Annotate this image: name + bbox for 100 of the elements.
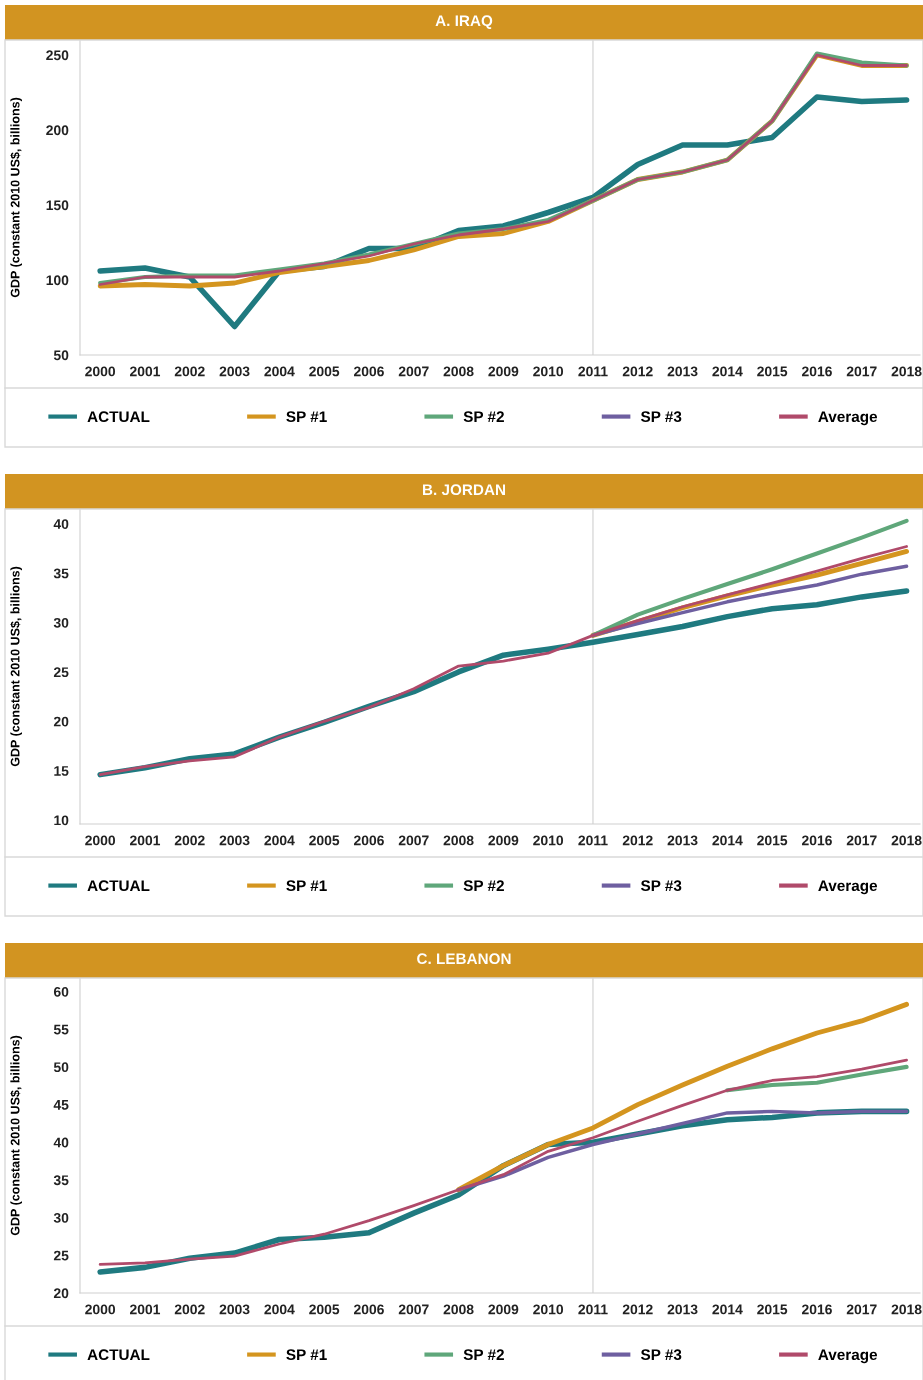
y-tick-label: 30 (53, 617, 69, 628)
x-tick-label: 2002 (174, 835, 205, 846)
legend-label: ACTUAL (87, 880, 150, 892)
x-tick-label: 2005 (309, 1304, 340, 1315)
line-series (456, 1001, 909, 1193)
x-tick-label: 2007 (398, 1304, 429, 1315)
line-series (98, 545, 908, 777)
legend-label: Average (818, 880, 878, 895)
x-tick-label: 2013 (667, 835, 698, 846)
y-tick-label: 25 (53, 1250, 69, 1261)
legend-label: Average (818, 1349, 878, 1364)
x-tick-label: 2001 (129, 366, 161, 377)
x-tick-label: 2006 (353, 366, 384, 377)
y-tick-label: 200 (46, 125, 69, 136)
y-tick-label: 60 (53, 986, 69, 997)
y-tick-label: 40 (53, 519, 69, 529)
legend-label: SP #3 (640, 1349, 682, 1361)
x-tick-label: 2000 (85, 366, 116, 377)
legend-label: SP #2 (463, 880, 504, 892)
y-axis-title: GDP (constant 2010 US$, billions) (10, 1035, 22, 1236)
x-tick-label: 2004 (264, 835, 295, 846)
x-tick-label: 2009 (488, 835, 519, 846)
x-tick-label: 2006 (353, 835, 384, 846)
y-tick-label: 100 (46, 275, 69, 286)
y-axis-title: GDP (constant 2010 US$, billions) (10, 97, 22, 298)
x-tick-label: 2011 (578, 1304, 608, 1315)
x-tick-label: 2003 (219, 366, 250, 377)
y-tick-label: 15 (54, 766, 69, 776)
y-tick-label: 35 (53, 568, 69, 579)
x-tick-label: 2001 (129, 835, 161, 846)
legend-label: SP #2 (463, 411, 504, 423)
y-tick-label: 50 (53, 1062, 69, 1073)
y-tick-label: 45 (53, 1100, 69, 1110)
x-tick-label: 2015 (757, 1304, 788, 1315)
x-tick-label: 2017 (846, 366, 877, 377)
y-axis-title: GDP (constant 2010 US$, billions) (10, 566, 22, 767)
x-tick-label: 2001 (129, 1304, 161, 1315)
y-tick-label: 40 (53, 1137, 69, 1148)
x-tick-label: 2012 (622, 1304, 653, 1315)
x-tick-label: 2010 (533, 366, 564, 377)
line-series (591, 564, 909, 638)
chart-title: C. LEBANON (417, 953, 511, 965)
x-tick-label: 2006 (353, 1304, 384, 1315)
chart-title: A. IRAQ (435, 15, 493, 29)
x-tick-label: 2009 (488, 366, 519, 377)
x-tick-label: 2015 (757, 835, 788, 846)
x-tick-label: 2005 (309, 835, 340, 846)
legend-label: SP #1 (286, 411, 327, 423)
y-tick-label: 20 (53, 716, 69, 727)
x-tick-label: 2011 (578, 366, 608, 377)
legend-label: SP #3 (640, 411, 682, 423)
x-tick-label: 2005 (309, 366, 340, 377)
x-tick-label: 2017 (846, 835, 877, 846)
y-tick-label: 250 (46, 50, 69, 61)
x-tick-label: 2009 (488, 1304, 519, 1315)
x-tick-label: 2004 (264, 1304, 295, 1315)
x-tick-label: 2000 (85, 835, 116, 846)
x-tick-label: 2010 (533, 1304, 564, 1315)
x-tick-label: 2000 (85, 1304, 116, 1315)
x-tick-label: 2007 (398, 366, 429, 377)
x-tick-label: 2016 (801, 835, 832, 846)
x-tick-label: 2007 (398, 835, 429, 846)
chart-title: B. JORDAN (423, 484, 505, 496)
legend-label: SP #1 (286, 1349, 327, 1361)
x-tick-label: 2018 (891, 1304, 922, 1315)
x-tick-label: 2015 (757, 366, 788, 377)
x-tick-label: 2008 (443, 835, 474, 846)
line-series (725, 1064, 909, 1093)
legend-label: ACTUAL (87, 1349, 150, 1361)
x-tick-label: 2014 (712, 366, 743, 377)
y-tick-label: 150 (46, 200, 69, 211)
x-tick-label: 2008 (443, 366, 474, 377)
legend-label: SP #3 (640, 880, 682, 892)
x-tick-label: 2017 (846, 1304, 877, 1315)
x-tick-label: 2018 (891, 366, 922, 377)
y-tick-label: 35 (53, 1175, 69, 1186)
x-tick-label: 2016 (801, 1304, 832, 1315)
x-tick-label: 2010 (533, 835, 564, 846)
x-tick-label: 2002 (174, 366, 205, 377)
legend-label: SP #2 (463, 1349, 504, 1361)
x-tick-label: 2003 (219, 1304, 250, 1315)
x-tick-label: 2016 (801, 366, 832, 377)
x-tick-label: 2018 (891, 835, 922, 846)
legend-label: Average (818, 411, 878, 426)
legend-label: SP #1 (286, 880, 327, 892)
x-tick-label: 2011 (578, 835, 608, 846)
x-tick-label: 2004 (264, 366, 295, 377)
legend-label: ACTUAL (87, 411, 150, 423)
line-series (456, 1109, 909, 1192)
y-tick-label: 25 (53, 667, 69, 678)
x-tick-label: 2014 (712, 1304, 743, 1315)
y-tick-label: 50 (53, 350, 69, 361)
y-tick-label: 20 (53, 1288, 69, 1299)
x-tick-label: 2003 (219, 835, 250, 846)
x-tick-label: 2002 (174, 1304, 205, 1315)
line-series (98, 1058, 908, 1266)
x-tick-label: 2013 (667, 1304, 698, 1315)
x-tick-label: 2008 (443, 1304, 474, 1315)
y-tick-label: 10 (54, 815, 69, 826)
x-tick-label: 2013 (667, 366, 698, 377)
